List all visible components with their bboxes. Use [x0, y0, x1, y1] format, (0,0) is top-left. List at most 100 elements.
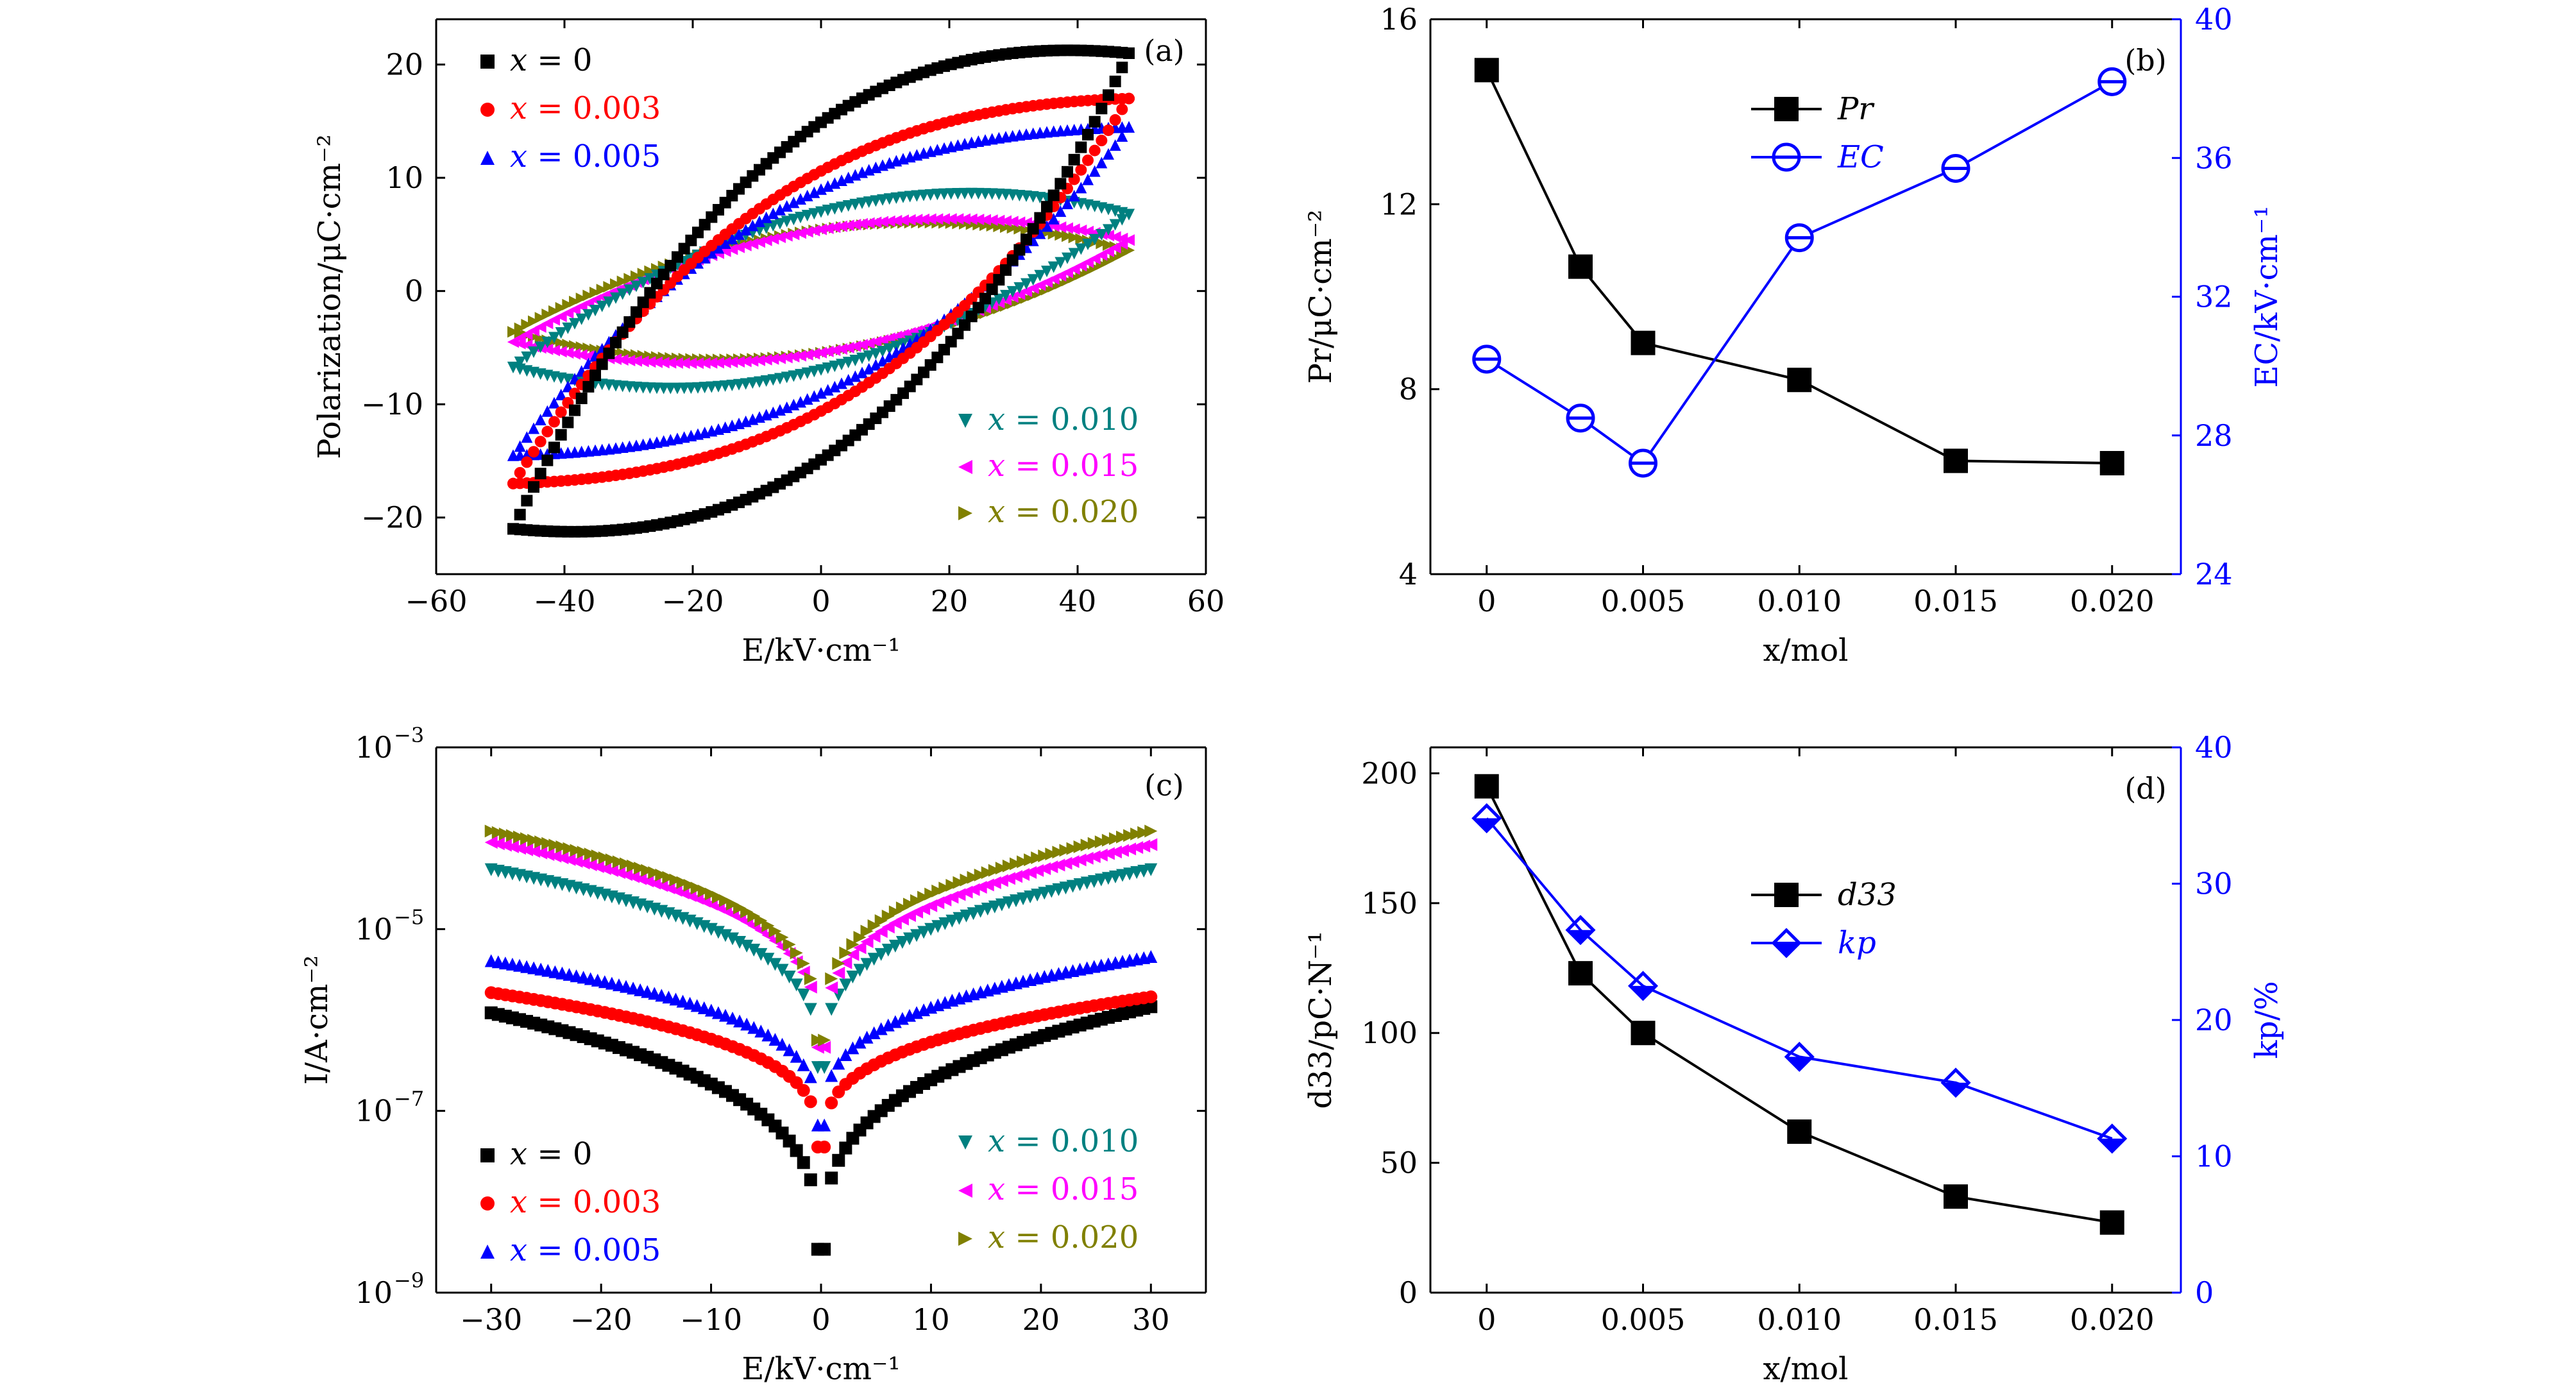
data-point — [631, 355, 642, 367]
data-point — [631, 280, 642, 293]
data-point — [1002, 859, 1015, 872]
data-point — [598, 851, 611, 865]
marker-outline — [2097, 1123, 2128, 1154]
data-point — [849, 354, 861, 366]
y-right-tick-label: 40 — [2195, 2, 2233, 37]
data-point — [967, 871, 980, 884]
marker-fill — [2099, 1138, 2125, 1152]
data-point — [570, 854, 583, 868]
data-point — [541, 309, 554, 321]
data-point — [719, 357, 731, 369]
y-tick-label: 10 — [355, 730, 393, 765]
data-point — [563, 842, 576, 855]
data-point — [577, 856, 590, 870]
data-point — [706, 357, 718, 369]
y-right-axis-label: kp/% — [2249, 981, 2285, 1059]
y-tick-label: 10 — [355, 1094, 393, 1128]
data-point — [1041, 220, 1053, 232]
data-point — [484, 836, 498, 849]
x-tick-label: 10 — [912, 1302, 950, 1337]
data-point — [1055, 178, 1067, 190]
data-point — [797, 1058, 810, 1071]
data-point — [822, 345, 834, 357]
data-point — [849, 198, 861, 210]
data-point — [711, 926, 725, 939]
data-point — [1075, 141, 1087, 153]
data-point — [986, 214, 998, 226]
data-point — [924, 213, 936, 225]
data-point — [605, 864, 618, 877]
data-point — [498, 828, 512, 841]
data-point — [1096, 135, 1108, 147]
data-point — [1103, 239, 1114, 251]
data-point — [676, 912, 690, 925]
data-point — [1066, 855, 1080, 869]
data-point — [815, 364, 827, 376]
data-point — [910, 929, 924, 942]
data-point — [863, 217, 875, 229]
data-point — [836, 343, 847, 355]
data-point — [591, 849, 604, 863]
y-tick-label: 0 — [405, 274, 423, 309]
data-point — [555, 346, 567, 358]
data-point — [870, 359, 882, 371]
data-point — [797, 1156, 810, 1169]
data-point — [881, 910, 895, 923]
data-point — [569, 318, 580, 330]
data-point — [965, 213, 978, 225]
data-point — [1123, 47, 1135, 59]
data-point — [1940, 1067, 1971, 1098]
panel-b: 0 0.005 0.010 0.015 0.020 4 8 12 16 24 28 32 36 40 x/m… — [1303, 2, 2285, 668]
data-point — [860, 958, 874, 971]
x-tick-label: 0.020 — [2070, 584, 2155, 618]
data-point — [775, 964, 789, 977]
legend-label: x = 0.003 — [510, 1184, 661, 1220]
data-point — [1045, 860, 1058, 874]
legend-label: Pr — [1837, 91, 1875, 127]
data-point — [853, 931, 867, 944]
data-point — [870, 216, 882, 228]
legend-value: = 0.020 — [1005, 1220, 1139, 1255]
data-point — [815, 346, 827, 359]
data-point — [627, 896, 640, 910]
data-point — [811, 1033, 824, 1047]
data-point — [863, 362, 875, 375]
data-point — [1075, 233, 1087, 245]
data-point — [1944, 1184, 1968, 1209]
data-point — [877, 194, 888, 206]
data-point — [584, 847, 597, 861]
data-point — [690, 917, 704, 930]
data-point — [822, 222, 834, 234]
data-point — [904, 214, 916, 226]
data-point — [804, 1070, 817, 1084]
data-point — [754, 948, 768, 961]
data-point — [1000, 215, 1012, 227]
data-point — [804, 1173, 817, 1187]
legend-var: x — [510, 90, 527, 126]
marker-outline — [1627, 971, 1659, 1001]
data-point — [895, 936, 909, 949]
series-x0020 — [507, 217, 1135, 366]
y-tick-label: 20 — [386, 47, 423, 82]
data-point — [521, 351, 533, 363]
data-point — [790, 946, 803, 960]
legend-marker — [958, 506, 972, 520]
data-point — [575, 393, 588, 405]
data-point — [890, 341, 902, 353]
data-point — [890, 214, 902, 226]
data-point — [874, 914, 888, 928]
data-point — [603, 280, 615, 293]
data-point — [1109, 139, 1121, 151]
data-point — [507, 326, 519, 338]
data-point — [1009, 894, 1022, 908]
data-point — [822, 362, 834, 375]
x-tick-label: 0 — [1477, 584, 1496, 618]
data-point — [924, 922, 938, 936]
data-point — [726, 232, 738, 244]
data-point — [740, 224, 752, 236]
data-point — [589, 370, 601, 382]
data-point — [634, 898, 647, 912]
marker-outline — [1771, 928, 1802, 958]
data-point — [733, 228, 745, 240]
data-point — [1144, 838, 1158, 851]
